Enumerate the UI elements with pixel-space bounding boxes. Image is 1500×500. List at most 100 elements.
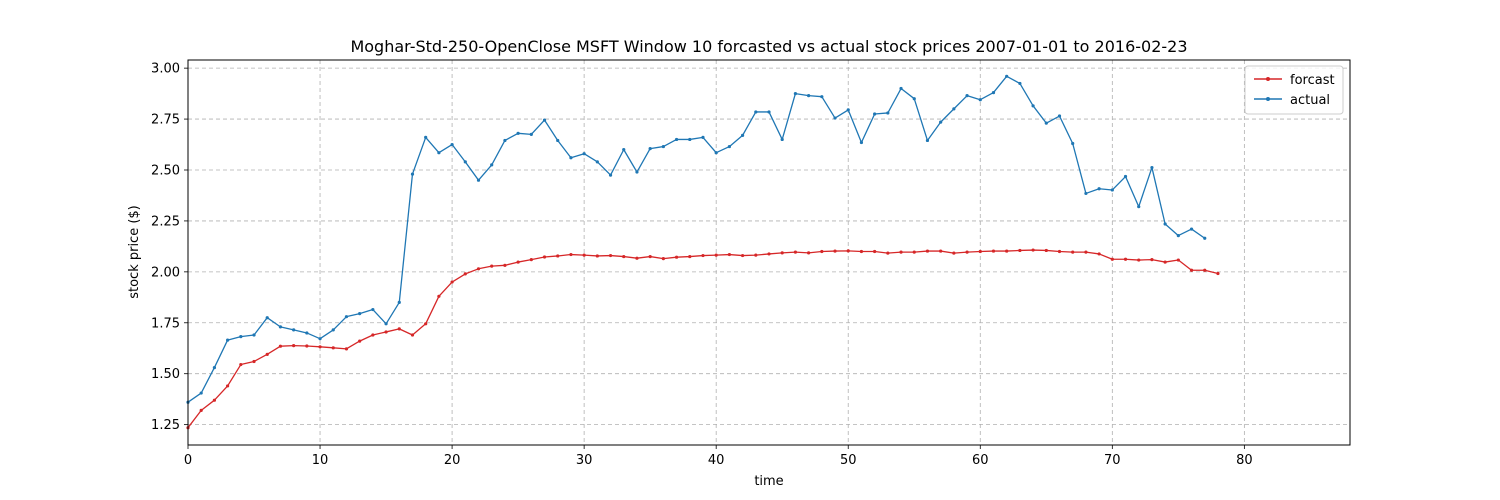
forcast-point — [450, 280, 454, 284]
forcast-point — [701, 253, 705, 258]
x-tick-label: 80 — [1236, 453, 1253, 468]
forcast-point — [556, 254, 560, 258]
actual-point — [582, 152, 586, 156]
actual-point — [358, 312, 362, 316]
actual-point — [873, 112, 877, 116]
actual-point — [688, 137, 692, 142]
forcast-point — [1137, 258, 1141, 262]
y-tick-label: 2.25 — [151, 214, 180, 229]
forcast-point — [278, 344, 283, 348]
actual-point — [1176, 233, 1180, 238]
actual-point — [490, 163, 494, 167]
x-tick-label: 30 — [576, 453, 593, 468]
forcast-point — [912, 250, 916, 254]
forcast-point — [714, 253, 718, 257]
actual-point — [397, 300, 401, 305]
actual-point — [1044, 121, 1048, 125]
forcast-point — [1189, 268, 1194, 272]
forcast-point — [635, 256, 639, 260]
forcast-point — [952, 251, 956, 255]
actual-point — [846, 108, 850, 112]
actual-point — [569, 156, 573, 160]
forcast-point — [873, 249, 877, 254]
actual-point — [226, 338, 230, 342]
actual-point — [767, 110, 771, 114]
actual-point — [622, 148, 626, 152]
actual-point — [542, 118, 547, 122]
forcast-point — [965, 250, 969, 254]
actual-point — [1123, 174, 1128, 179]
actual-point — [437, 151, 441, 155]
actual-point — [450, 142, 454, 147]
actual-point — [754, 110, 758, 114]
forcast-point — [252, 359, 256, 364]
actual-point — [1137, 205, 1141, 209]
forcast-point — [780, 251, 784, 255]
actual-point — [292, 328, 296, 332]
actual-point — [608, 173, 613, 177]
forcast-point — [674, 255, 679, 259]
x-tick-label: 40 — [708, 453, 725, 468]
forcast-point — [1203, 268, 1207, 272]
forcast-point — [622, 254, 626, 259]
forcast-point — [529, 258, 533, 262]
forcast-point — [688, 254, 692, 259]
actual-point — [859, 140, 864, 145]
forcast-point — [740, 253, 745, 258]
actual-point — [424, 135, 428, 140]
actual-point — [199, 391, 203, 395]
forcast-point — [1176, 258, 1180, 262]
forcast-point — [727, 252, 731, 257]
forcast-point — [371, 333, 375, 337]
forcast-point — [1123, 257, 1128, 261]
x-tick-label: 50 — [840, 453, 857, 468]
actual-point — [1057, 114, 1062, 118]
actual-point — [1203, 236, 1207, 240]
actual-point — [793, 92, 798, 96]
forcast-point — [793, 250, 798, 254]
forcast-point — [1018, 248, 1022, 253]
y-tick-label: 1.50 — [151, 367, 180, 382]
actual-point — [952, 107, 956, 111]
forcast-point — [292, 343, 296, 348]
y-tick-label: 2.00 — [151, 265, 180, 280]
actual-point — [727, 144, 731, 149]
actual-point — [1005, 74, 1009, 78]
actual-point — [978, 98, 982, 102]
actual-point — [556, 138, 560, 143]
forcast-point — [859, 249, 864, 254]
actual-point — [807, 94, 811, 98]
forcast-point — [807, 251, 811, 255]
forcast-point — [661, 257, 665, 261]
actual-point — [1071, 141, 1075, 146]
forcast-point — [410, 333, 415, 337]
forcast-point — [305, 344, 309, 348]
forcast-point — [397, 327, 401, 331]
actual-point — [886, 111, 890, 115]
forcast-point — [767, 252, 771, 256]
x-tick-label: 70 — [1104, 453, 1121, 468]
x-tick-label: 0 — [184, 453, 192, 468]
forcast-point — [199, 408, 203, 412]
plot-frame — [187, 59, 1351, 446]
actual-point — [371, 307, 375, 312]
forcast-point — [569, 252, 573, 257]
forcast-point — [582, 253, 586, 257]
axes: 0 10 20 30 40 50 60 70 80 1.25 1.50 1.75 2.00 2.25 2.5… — [151, 62, 1253, 468]
actual-point — [648, 147, 652, 151]
grid — [187, 60, 1350, 445]
forcast-point — [1071, 250, 1075, 254]
actual-point — [965, 94, 969, 98]
forcast-point — [886, 251, 890, 255]
actual-point — [714, 151, 718, 155]
forcast-point — [490, 264, 494, 268]
forcast-point — [1163, 260, 1167, 264]
actual-point — [595, 160, 599, 164]
actual-point — [318, 337, 322, 341]
actual-point — [939, 120, 943, 124]
actual-point — [516, 131, 520, 135]
actual-point — [463, 160, 467, 164]
forcast-point — [358, 339, 362, 343]
forcast-point — [754, 253, 758, 257]
